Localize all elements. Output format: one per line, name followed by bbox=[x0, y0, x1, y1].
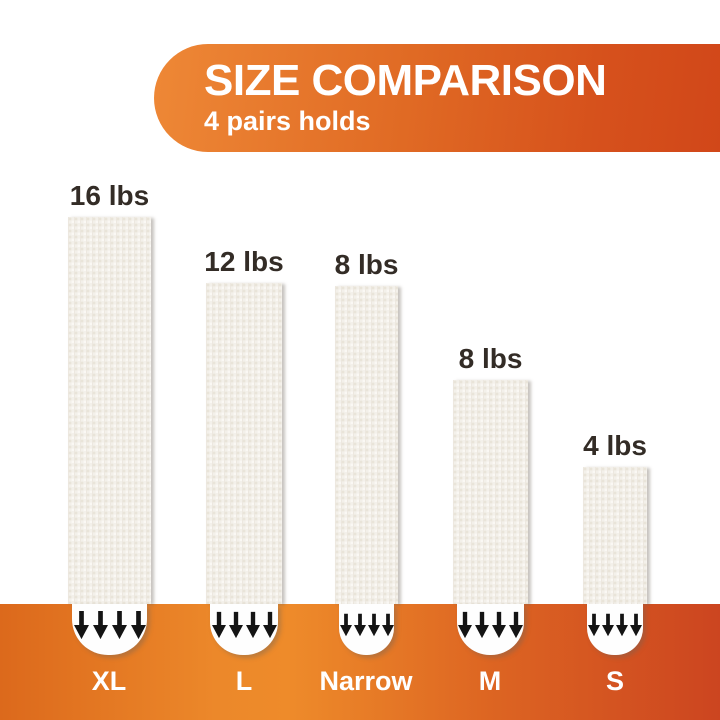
size-label-narrow: Narrow bbox=[319, 666, 413, 696]
down-arrow-icon bbox=[92, 610, 108, 640]
size-label-m: M bbox=[478, 666, 502, 696]
page-title: SIZE COMPARISON bbox=[204, 55, 607, 105]
adhesive-strip-texture bbox=[453, 380, 528, 604]
weight-label: 4 lbs bbox=[583, 430, 647, 461]
down-arrow-icon bbox=[630, 613, 642, 637]
down-arrow-icon bbox=[509, 611, 523, 639]
down-arrow-icon bbox=[130, 610, 146, 640]
pull-tab bbox=[72, 604, 147, 655]
weight-label: 16 lbs bbox=[69, 180, 150, 211]
down-arrow-icon bbox=[73, 610, 89, 640]
down-arrow-icon bbox=[245, 611, 260, 639]
down-arrow-icon bbox=[475, 611, 489, 639]
adhesive-strip-texture bbox=[335, 286, 398, 604]
down-arrow-icon bbox=[339, 613, 352, 637]
down-arrow-icon bbox=[367, 613, 380, 637]
header-banner: SIZE COMPARISON 4 pairs holds bbox=[154, 44, 720, 152]
adhesive-strip-texture bbox=[68, 217, 151, 604]
weight-label: 8 lbs bbox=[458, 343, 523, 374]
size-label-s: S bbox=[605, 666, 625, 696]
down-arrow-icon bbox=[616, 613, 628, 637]
down-arrow-icon bbox=[111, 610, 127, 640]
size-label-l: L bbox=[235, 666, 253, 696]
weight-label: 12 lbs bbox=[204, 246, 284, 277]
down-arrow-icon bbox=[353, 613, 366, 637]
pull-tab bbox=[210, 604, 278, 655]
size-label-xl: XL bbox=[91, 666, 127, 696]
adhesive-strip-texture bbox=[583, 467, 647, 604]
down-arrow-icon bbox=[381, 613, 394, 637]
product-strip-narrow: 8 lbs bbox=[335, 249, 398, 655]
pull-tab bbox=[457, 604, 524, 655]
down-arrow-icon bbox=[211, 611, 226, 639]
down-arrow-icon bbox=[458, 611, 472, 639]
down-arrow-icon bbox=[588, 613, 600, 637]
product-strip-xl: 16 lbs bbox=[68, 180, 151, 655]
page-subtitle: 4 pairs holds bbox=[204, 106, 371, 137]
pull-tab bbox=[587, 604, 643, 655]
product-strip-s: 4 lbs bbox=[583, 430, 647, 655]
down-arrow-icon bbox=[262, 611, 277, 639]
product-strip-m: 8 lbs bbox=[453, 343, 528, 655]
weight-label: 8 lbs bbox=[334, 249, 399, 280]
pull-tab bbox=[339, 604, 394, 655]
down-arrow-icon bbox=[602, 613, 614, 637]
down-arrow-icon bbox=[492, 611, 506, 639]
product-strip-l: 12 lbs bbox=[204, 246, 284, 655]
adhesive-strip-texture bbox=[206, 283, 282, 604]
down-arrow-icon bbox=[228, 611, 243, 639]
